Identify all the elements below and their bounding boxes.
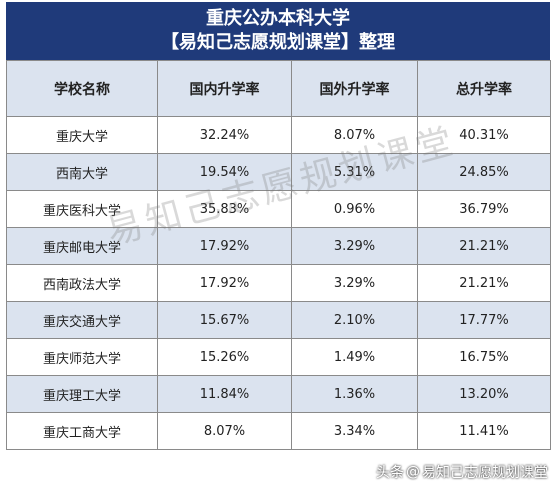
cell-school: 西南政法大学: [6, 264, 158, 302]
credit-handle: 易知己志愿规划课堂: [422, 465, 548, 481]
table-row: 重庆理工大学 11.84% 1.36% 13.20%: [6, 375, 551, 413]
at-icon: @: [406, 464, 420, 480]
header-domestic-rate: 国内升学率: [157, 60, 292, 117]
document: 重庆公办本科大学 【易知己志愿规划课堂】整理 学校名称 国内升学率 国外升学率 …: [6, 2, 551, 450]
cell-domestic: 19.54%: [157, 153, 292, 191]
cell-school: 重庆理工大学: [6, 375, 158, 413]
cell-domestic: 32.24%: [157, 116, 292, 154]
cell-total: 13.20%: [417, 375, 551, 413]
table-row: 西南大学 19.54% 5.31% 24.85%: [6, 153, 551, 191]
cell-total: 40.31%: [417, 116, 551, 154]
table-row: 重庆医科大学 35.83% 0.96% 36.79%: [6, 190, 551, 228]
cell-total: 16.75%: [417, 338, 551, 376]
cell-abroad: 3.34%: [291, 412, 418, 450]
table-row: 重庆师范大学 15.26% 1.49% 16.75%: [6, 338, 551, 376]
cell-school: 重庆邮电大学: [6, 227, 158, 265]
table-row: 西南政法大学 17.92% 3.29% 21.21%: [6, 264, 551, 302]
cell-abroad: 5.31%: [291, 153, 418, 191]
cell-total: 11.41%: [417, 412, 551, 450]
cell-school: 西南大学: [6, 153, 158, 191]
cell-abroad: 0.96%: [291, 190, 418, 228]
cell-abroad: 1.49%: [291, 338, 418, 376]
header-abroad-rate: 国外升学率: [291, 60, 418, 117]
page-subtitle: 【易知己志愿规划课堂】整理: [161, 32, 395, 53]
table-row: 重庆工商大学 8.07% 3.34% 11.41%: [6, 412, 551, 450]
cell-school: 重庆师范大学: [6, 338, 158, 376]
cell-domestic: 11.84%: [157, 375, 292, 413]
cell-domestic: 15.26%: [157, 338, 292, 376]
header-total-rate: 总升学率: [417, 60, 551, 117]
cell-school: 重庆工商大学: [6, 412, 158, 450]
cell-abroad: 3.29%: [291, 264, 418, 302]
page-title: 重庆公办本科大学: [206, 8, 350, 29]
cell-domestic: 8.07%: [157, 412, 292, 450]
table-row: 重庆邮电大学 17.92% 3.29% 21.21%: [6, 227, 551, 265]
cell-abroad: 8.07%: [291, 116, 418, 154]
cell-domestic: 17.92%: [157, 227, 292, 265]
cell-total: 21.21%: [417, 264, 551, 302]
title-block: 重庆公办本科大学 【易知己志愿规划课堂】整理: [6, 2, 550, 60]
cell-abroad: 2.10%: [291, 301, 418, 339]
cell-abroad: 3.29%: [291, 227, 418, 265]
table-header-row: 学校名称 国内升学率 国外升学率 总升学率: [6, 60, 551, 117]
admission-rate-table: 学校名称 国内升学率 国外升学率 总升学率 重庆大学 32.24% 8.07% …: [6, 60, 551, 450]
cell-total: 21.21%: [417, 227, 551, 265]
cell-domestic: 15.67%: [157, 301, 292, 339]
cell-school: 重庆大学: [6, 116, 158, 154]
cell-school: 重庆交通大学: [6, 301, 158, 339]
table-row: 重庆大学 32.24% 8.07% 40.31%: [6, 116, 551, 154]
source-credit: 头条 @ 易知己志愿规划课堂: [376, 462, 548, 482]
cell-domestic: 35.83%: [157, 190, 292, 228]
cell-abroad: 1.36%: [291, 375, 418, 413]
cell-domestic: 17.92%: [157, 264, 292, 302]
cell-total: 24.85%: [417, 153, 551, 191]
credit-prefix: 头条: [376, 465, 404, 481]
cell-total: 17.77%: [417, 301, 551, 339]
header-school-name: 学校名称: [6, 60, 158, 117]
cell-school: 重庆医科大学: [6, 190, 158, 228]
cell-total: 36.79%: [417, 190, 551, 228]
table-row: 重庆交通大学 15.67% 2.10% 17.77%: [6, 301, 551, 339]
